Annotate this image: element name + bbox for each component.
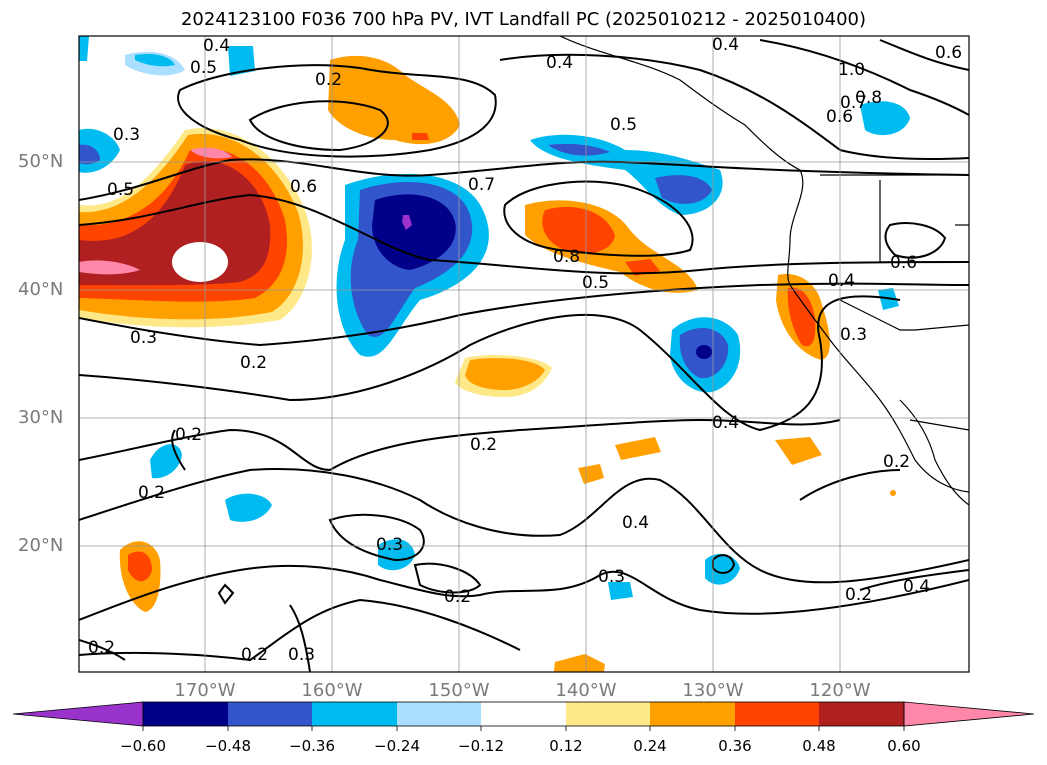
colorbar-segment xyxy=(650,702,735,726)
lon-label: 120°W xyxy=(809,680,871,701)
colorbar-tick-label: −0.60 xyxy=(120,737,166,755)
coastline xyxy=(559,36,969,506)
contour-label: 0.5 xyxy=(190,58,217,78)
pv-contours xyxy=(79,39,969,672)
contour-label: 0.2 xyxy=(138,483,165,503)
lat-label: 30°N xyxy=(18,407,64,428)
colorbar-segment xyxy=(397,702,481,726)
shaded-field: 0.4 0.5 0.6 0.4 0.5 0.8 1.0 0.7 0.6 0.4 … xyxy=(79,35,969,672)
colorbar-segment xyxy=(481,702,566,726)
lon-label: 170°W xyxy=(174,680,236,701)
colorbar-segment xyxy=(566,702,650,726)
contour-label: 0.5 xyxy=(107,180,134,200)
contour-label: 0.8 xyxy=(553,247,580,267)
contour-label: 0.3 xyxy=(598,567,625,587)
contour-label: 0.7 xyxy=(468,175,495,195)
graticule xyxy=(79,36,969,672)
contour-labels: 0.4 0.5 0.6 0.4 0.5 0.8 1.0 0.7 0.6 0.4 … xyxy=(88,35,962,665)
contour-label: 0.4 xyxy=(903,577,930,597)
contour-label: 0.5 xyxy=(610,115,637,135)
contour-label: 0.6 xyxy=(890,253,917,273)
contour-label: 0.3 xyxy=(113,125,140,145)
colorbar-over-arrow xyxy=(903,701,1035,727)
contour-label: 0.3 xyxy=(288,645,315,665)
contour-label: 0.4 xyxy=(828,271,855,291)
lat-label: 40°N xyxy=(18,279,64,300)
contour-label: 0.3 xyxy=(130,328,157,348)
contour-label: 0.4 xyxy=(203,36,230,56)
contour-label: 0.2 xyxy=(88,638,115,658)
map-frame xyxy=(78,35,970,673)
contour-label: 0.2 xyxy=(315,70,342,90)
colorbar-segment xyxy=(143,702,228,726)
colorbar-tick-label: −0.12 xyxy=(458,737,504,755)
map-title: 2024123100 F036 700 hPa PV, IVT Landfall… xyxy=(180,9,867,30)
contour-label: 0.7 xyxy=(840,93,867,113)
contour-label: 0.2 xyxy=(240,353,267,373)
colorbar-tick-label: −0.48 xyxy=(205,737,251,755)
lon-label: 130°W xyxy=(682,680,744,701)
colorbar-tick-label: −0.36 xyxy=(289,737,335,755)
contour-label: 0.2 xyxy=(883,452,910,472)
colorbar-tick-label: −0.24 xyxy=(374,737,420,755)
contour-label: 0.4 xyxy=(712,35,739,55)
contour-label: 0.2 xyxy=(845,585,872,605)
contour-label: 0.6 xyxy=(826,107,853,127)
lon-label: 150°W xyxy=(428,680,490,701)
colorbar-tick-label: 0.24 xyxy=(633,737,667,755)
lon-label: 140°W xyxy=(555,680,617,701)
colorbar-segment xyxy=(312,702,397,726)
colorbar-segment xyxy=(228,702,312,726)
colorbar-segment xyxy=(735,702,819,726)
contour-label: 0.2 xyxy=(444,587,471,607)
contour-label: 1.0 xyxy=(838,60,865,80)
contour-label: 0.6 xyxy=(290,177,317,197)
contour-label: 0.3 xyxy=(376,535,403,555)
contour-label: 0.5 xyxy=(582,273,609,293)
colorbar-tick-label: 0.60 xyxy=(887,737,921,755)
contour-label: 0.2 xyxy=(241,645,268,665)
contour-label: 0.8 xyxy=(855,88,882,108)
contour-label: 0.4 xyxy=(622,513,649,533)
colorbar-tick-label: 0.48 xyxy=(802,737,836,755)
colorbar-tick-label: 0.12 xyxy=(549,737,583,755)
colorbar-segment xyxy=(819,702,904,726)
lat-label: 50°N xyxy=(18,151,64,172)
contour-label: 0.2 xyxy=(175,425,202,445)
contour-label: 0.6 xyxy=(935,43,962,63)
lon-label: 160°W xyxy=(301,680,363,701)
contour-label: 0.2 xyxy=(470,435,497,455)
contour-label: 0.4 xyxy=(546,53,573,73)
contour-label: 0.4 xyxy=(712,413,739,433)
colorbar-tick-label: 0.36 xyxy=(718,737,752,755)
colorbar xyxy=(12,701,1035,731)
lat-label: 20°N xyxy=(18,535,64,556)
contour-label: 0.3 xyxy=(840,325,867,345)
colorbar-under-arrow xyxy=(12,701,144,727)
